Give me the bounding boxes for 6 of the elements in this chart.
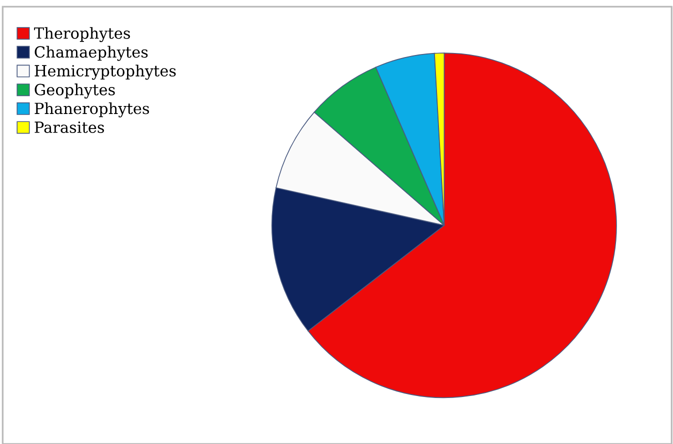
legend-label: Parasites bbox=[34, 122, 104, 134]
legend-label: Chamaephytes bbox=[34, 46, 148, 61]
legend-label: Hemicryptophytes bbox=[34, 64, 176, 80]
legend-label: Geophytes bbox=[34, 84, 115, 99]
legend-label: Therophytes bbox=[34, 27, 130, 42]
legend-label: Phanerophytes bbox=[34, 102, 150, 118]
